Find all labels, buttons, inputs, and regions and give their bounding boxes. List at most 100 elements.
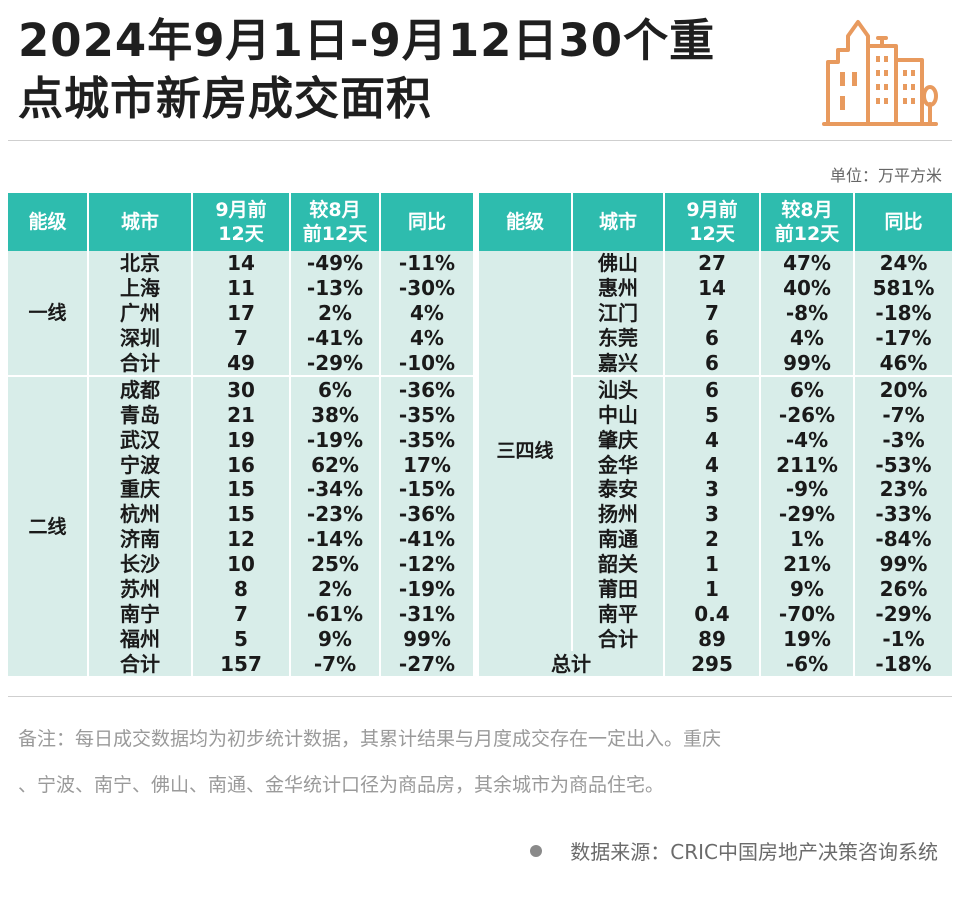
city-name: 杭州 xyxy=(88,501,193,527)
yoy-change: -1% xyxy=(854,626,952,652)
grand-total-yoy: -18% xyxy=(854,651,952,677)
title-line-2: 点城市新房成交面积 xyxy=(18,72,433,125)
yoy-change: -36% xyxy=(380,375,479,403)
table-row: 合计 49 -29% -10% 嘉兴 6 99% 46% xyxy=(8,350,952,377)
yoy-change: 99% xyxy=(854,551,952,577)
grand-total-value: 295 xyxy=(664,651,761,677)
area-value: 3 xyxy=(664,477,761,502)
table-row: 宁波 16 62% 17% 金华 4 211% -53% xyxy=(8,452,952,478)
header-right-tier: 能级 xyxy=(476,193,573,251)
yoy-change: -18% xyxy=(854,300,952,326)
yoy-change: -11% xyxy=(380,251,479,276)
vs-aug-change: -29% xyxy=(760,501,855,527)
city-name: 南平 xyxy=(572,601,665,627)
vs-aug-change: 6% xyxy=(760,375,855,403)
vs-aug-change: -41% xyxy=(290,325,381,351)
vs-aug-change: 62% xyxy=(290,452,381,478)
city-name: 东莞 xyxy=(572,325,665,351)
table-row: 杭州 15 -23% -36% 扬州 3 -29% -33% xyxy=(8,501,952,527)
area-value: 5 xyxy=(664,402,761,428)
city-name: 江门 xyxy=(572,300,665,326)
data-source-text: 数据来源：CRIC中国房地产决策咨询系统 xyxy=(570,840,938,864)
area-value: 19 xyxy=(192,427,291,453)
tier-label: 二线 xyxy=(8,375,89,677)
vs-aug-change: 19% xyxy=(760,626,855,652)
header-left-yoy: 同比 xyxy=(380,193,479,251)
city-name: 上海 xyxy=(88,275,193,301)
city-name: 泰安 xyxy=(572,477,665,502)
area-value: 49 xyxy=(192,350,291,377)
yoy-change: -33% xyxy=(854,501,952,527)
table-row: 深圳 7 -41% 4% 东莞 6 4% -17% xyxy=(8,325,952,351)
city-name: 重庆 xyxy=(88,477,193,502)
table-row: 广州 17 2% 4% 江门 7 -8% -18% xyxy=(8,300,952,326)
yoy-change: 17% xyxy=(380,452,479,478)
yoy-change: -19% xyxy=(380,576,479,602)
data-table-container: 能级 城市 9月前 12天 较8月 前12天 同比 能级 城市 9月前 12天 较8月 前12天 同比 一… xyxy=(8,193,952,677)
yoy-change: 581% xyxy=(854,275,952,301)
city-sales-table: 能级 城市 9月前 12天 较8月 前12天 同比 能级 城市 9月前 12天 较8月 前12天 同比 一… xyxy=(8,193,952,677)
vs-aug-change: -4% xyxy=(760,427,855,453)
city-name: 扬州 xyxy=(572,501,665,527)
city-name: 合计 xyxy=(572,626,665,652)
yoy-change: -84% xyxy=(854,526,952,552)
vs-aug-change: 99% xyxy=(760,350,855,377)
vs-aug-change: 25% xyxy=(290,551,381,577)
vs-aug-change: 21% xyxy=(760,551,855,577)
area-value: 5 xyxy=(192,626,291,652)
city-name: 金华 xyxy=(572,452,665,478)
vs-aug-change: -8% xyxy=(760,300,855,326)
grand-total-label: 总计 xyxy=(476,651,665,677)
table-header: 能级 城市 9月前 12天 较8月 前12天 同比 能级 城市 9月前 12天 较8月 前12天 同比 xyxy=(8,193,952,251)
table-body: 一线 北京 14 -49% -11% 三四线 佛山 27 47% 24% 上海 11 -13% -30% 惠… xyxy=(8,251,952,677)
vs-aug-change: -26% xyxy=(760,402,855,428)
area-value: 7 xyxy=(192,601,291,627)
header-left-vs-aug: 较8月 前12天 xyxy=(290,193,381,251)
table-row: 苏州 8 2% -19% 莆田 1 9% 26% xyxy=(8,576,952,602)
city-name: 佛山 xyxy=(572,251,665,276)
dot-icon xyxy=(530,844,543,857)
vs-aug-change: -34% xyxy=(290,477,381,502)
vs-aug-change: -61% xyxy=(290,601,381,627)
city-buildings-icon xyxy=(822,20,938,126)
city-name: 武汉 xyxy=(88,427,193,453)
yoy-change: 4% xyxy=(380,300,479,326)
area-value: 3 xyxy=(664,501,761,527)
area-value: 1 xyxy=(664,576,761,602)
footnote: 备注：每日成交数据均为初步统计数据，其累计结果与月度成交存在一定出入。重庆 、宁… xyxy=(18,716,946,808)
table-row: 合计 157 -7% -27% 总计 295 -6% -18% xyxy=(8,651,952,677)
vs-aug-change: -14% xyxy=(290,526,381,552)
area-value: 0.4 xyxy=(664,601,761,627)
yoy-change: -7% xyxy=(854,402,952,428)
vs-aug-change: 6% xyxy=(290,375,381,403)
yoy-change: -53% xyxy=(854,452,952,478)
city-name: 合计 xyxy=(88,350,193,377)
yoy-change: -15% xyxy=(380,477,479,502)
yoy-change: 24% xyxy=(854,251,952,276)
area-value: 11 xyxy=(192,275,291,301)
area-value: 10 xyxy=(192,551,291,577)
footnote-line-1: 备注：每日成交数据均为初步统计数据，其累计结果与月度成交存在一定出入。重庆 xyxy=(18,728,722,750)
city-name: 南通 xyxy=(572,526,665,552)
table-row: 南宁 7 -61% -31% 南平 0.4 -70% -29% xyxy=(8,601,952,627)
header-left-city: 城市 xyxy=(88,193,193,251)
area-value: 17 xyxy=(192,300,291,326)
yoy-change: 99% xyxy=(380,626,479,652)
area-value: 16 xyxy=(192,452,291,478)
footnote-line-2: 、宁波、南宁、佛山、南通、金华统计口径为商品房，其余城市为商品住宅。 xyxy=(18,774,665,796)
data-source: 数据来源：CRIC中国房地产决策咨询系统 xyxy=(530,836,938,865)
yoy-change: -35% xyxy=(380,427,479,453)
vs-aug-change: -29% xyxy=(290,350,381,377)
header-left-tier: 能级 xyxy=(8,193,89,251)
page-title: 2024年9月1日-9月12日30个重 点城市新房成交面积 xyxy=(18,12,798,128)
city-name: 广州 xyxy=(88,300,193,326)
area-value: 15 xyxy=(192,477,291,502)
table-row: 济南 12 -14% -41% 南通 2 1% -84% xyxy=(8,526,952,552)
city-name: 长沙 xyxy=(88,551,193,577)
bottom-divider xyxy=(8,696,952,697)
city-name: 惠州 xyxy=(572,275,665,301)
grand-total-vs-aug: -6% xyxy=(760,651,855,677)
area-value: 1 xyxy=(664,551,761,577)
table-row: 长沙 10 25% -12% 韶关 1 21% 99% xyxy=(8,551,952,577)
city-name: 宁波 xyxy=(88,452,193,478)
